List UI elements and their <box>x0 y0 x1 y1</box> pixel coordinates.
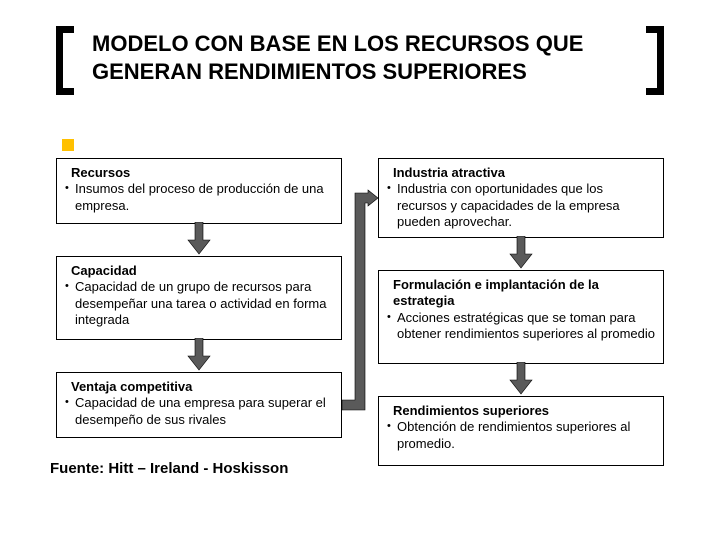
box-text: Industria con oportunidades que los recu… <box>397 181 655 230</box>
arrow-gap <box>56 340 342 372</box>
bullet-icon: • <box>387 181 397 230</box>
arrow-down-icon <box>184 222 214 256</box>
bullet-icon: • <box>387 310 397 343</box>
arrow-gap <box>56 224 342 256</box>
box-heading: Industria atractiva <box>387 165 655 181</box>
source-citation: Fuente: Hitt – Ireland - Hoskisson <box>50 460 288 477</box>
accent-square <box>62 139 74 151</box>
box-recursos: Recursos •Insumos del proceso de producc… <box>56 158 342 224</box>
bracket-right <box>646 26 664 95</box>
box-ventaja: Ventaja competitiva •Capacidad de una em… <box>56 372 342 438</box>
box-heading: Capacidad <box>65 263 333 279</box>
right-column: Industria atractiva •Industria con oport… <box>378 158 664 466</box>
box-text: Obtención de rendimientos superiores al … <box>397 419 655 452</box>
box-heading: Formulación e implantación de la estrate… <box>387 277 655 310</box>
arrow-gap <box>378 364 664 396</box>
bullet-icon: • <box>387 419 397 452</box>
box-industria: Industria atractiva •Industria con oport… <box>378 158 664 238</box>
box-rendimientos: Rendimientos superiores •Obtención de re… <box>378 396 664 466</box>
page-title: MODELO CON BASE EN LOS RECURSOS QUE GENE… <box>74 26 646 95</box>
bullet-icon: • <box>65 395 75 428</box>
bullet-icon: • <box>65 181 75 214</box>
box-text: Acciones estratégicas que se toman para … <box>397 310 655 343</box>
box-text: Capacidad de un grupo de recursos para d… <box>75 279 333 328</box>
box-text: Insumos del proceso de producción de una… <box>75 181 333 214</box>
box-formulacion: Formulación e implantación de la estrate… <box>378 270 664 364</box>
bracket-left <box>56 26 74 95</box>
arrow-gap <box>378 238 664 270</box>
arrow-down-icon <box>184 338 214 372</box>
box-capacidad: Capacidad •Capacidad de un grupo de recu… <box>56 256 342 340</box>
left-column: Recursos •Insumos del proceso de producc… <box>56 158 342 438</box>
box-heading: Recursos <box>65 165 333 181</box>
title-bracket-wrap: MODELO CON BASE EN LOS RECURSOS QUE GENE… <box>56 26 664 95</box>
box-heading: Rendimientos superiores <box>387 403 655 419</box>
bullet-icon: • <box>65 279 75 328</box>
box-heading: Ventaja competitiva <box>65 379 333 395</box>
arrow-down-icon <box>506 236 536 270</box>
arrow-down-icon <box>506 362 536 396</box>
box-text: Capacidad de una empresa para superar el… <box>75 395 333 428</box>
